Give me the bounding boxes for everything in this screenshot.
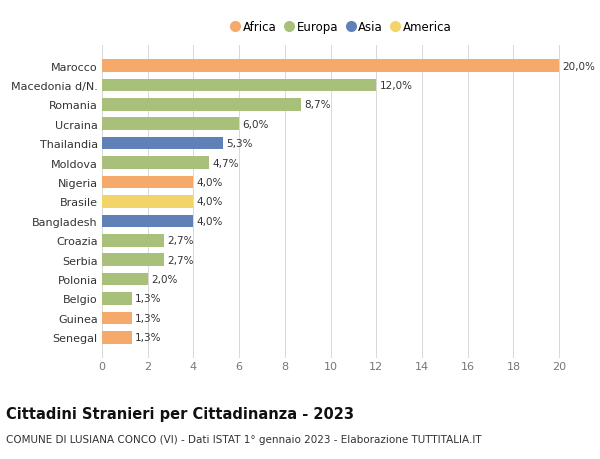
Text: Cittadini Stranieri per Cittadinanza - 2023: Cittadini Stranieri per Cittadinanza - 2… [6,406,354,421]
Text: 8,7%: 8,7% [304,100,331,110]
Text: 2,0%: 2,0% [151,274,178,285]
Bar [102,312,132,325]
Text: 4,0%: 4,0% [197,197,223,207]
Bar [102,118,239,131]
Text: COMUNE DI LUSIANA CONCO (VI) - Dati ISTAT 1° gennaio 2023 - Elaborazione TUTTITA: COMUNE DI LUSIANA CONCO (VI) - Dati ISTA… [6,434,482,444]
Text: 4,7%: 4,7% [213,158,239,168]
Text: 6,0%: 6,0% [242,119,269,129]
Bar [102,138,223,150]
Text: 12,0%: 12,0% [380,81,413,91]
Text: 4,0%: 4,0% [197,216,223,226]
Legend: Africa, Europa, Asia, America: Africa, Europa, Asia, America [232,21,452,34]
Bar [102,79,376,92]
Bar [102,331,132,344]
Bar [102,196,193,208]
Bar [102,215,193,228]
Bar [102,60,559,73]
Text: 2,7%: 2,7% [167,236,194,246]
Text: 5,3%: 5,3% [227,139,253,149]
Bar [102,292,132,305]
Bar [102,99,301,112]
Bar [102,157,209,169]
Bar [102,254,164,266]
Text: 20,0%: 20,0% [563,62,595,71]
Bar [102,273,148,286]
Bar [102,235,164,247]
Text: 1,3%: 1,3% [135,294,161,304]
Bar [102,176,193,189]
Text: 4,0%: 4,0% [197,178,223,188]
Text: 1,3%: 1,3% [135,333,161,342]
Text: 2,7%: 2,7% [167,255,194,265]
Text: 1,3%: 1,3% [135,313,161,323]
